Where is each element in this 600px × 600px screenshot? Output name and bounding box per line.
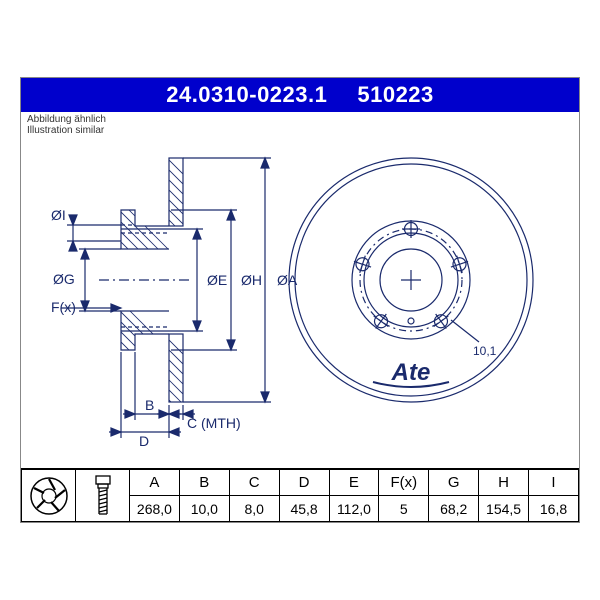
bolt-icon-cell — [76, 470, 130, 522]
part-number: 24.0310-0223.1 — [166, 82, 327, 107]
dimension-table: A B C D E F(x) G H I 268,0 10,0 8,0 45,8… — [21, 468, 579, 522]
col-C: C — [229, 470, 279, 496]
drawing-frame: 24.0310-0223.1510223 Abbildung ähnlich I… — [20, 77, 580, 523]
dim-D: D — [139, 433, 149, 449]
dim-A: ØA — [277, 272, 298, 288]
col-E: E — [329, 470, 379, 496]
val-H: 154,5 — [479, 496, 529, 522]
val-E: 112,0 — [329, 496, 379, 522]
bolt-icon — [90, 474, 116, 518]
dim-I: ØI — [51, 207, 66, 223]
dim-C: C (MTH) — [187, 415, 241, 431]
dim-F: F(x) — [51, 299, 76, 315]
val-B: 10,0 — [179, 496, 229, 522]
header-bar: 24.0310-0223.1 510223 — [21, 78, 579, 112]
col-H: H — [479, 470, 529, 496]
val-G: 68,2 — [429, 496, 479, 522]
col-B: B — [179, 470, 229, 496]
table-header-row: A B C D E F(x) G H I — [22, 470, 579, 496]
val-A: 268,0 — [130, 496, 180, 522]
col-F: F(x) — [379, 470, 429, 496]
power-disc-icon — [29, 476, 69, 516]
col-G: G — [429, 470, 479, 496]
val-C: 8,0 — [229, 496, 279, 522]
val-D: 45,8 — [279, 496, 329, 522]
col-A: A — [130, 470, 180, 496]
dim-B: B — [145, 397, 154, 413]
disc-icon-cell — [22, 470, 76, 522]
hole-dim-label: 10,1 — [473, 344, 497, 358]
dim-H: ØH — [241, 272, 262, 288]
col-I: I — [529, 470, 579, 496]
short-number: 510223 — [357, 82, 433, 107]
ate-logo: Ate — [391, 359, 431, 386]
val-I: 16,8 — [529, 496, 579, 522]
technical-drawing: 10,1 Ate — [21, 138, 579, 468]
dim-G: ØG — [53, 271, 75, 287]
col-D: D — [279, 470, 329, 496]
dim-E: ØE — [207, 272, 227, 288]
val-F: 5 — [379, 496, 429, 522]
